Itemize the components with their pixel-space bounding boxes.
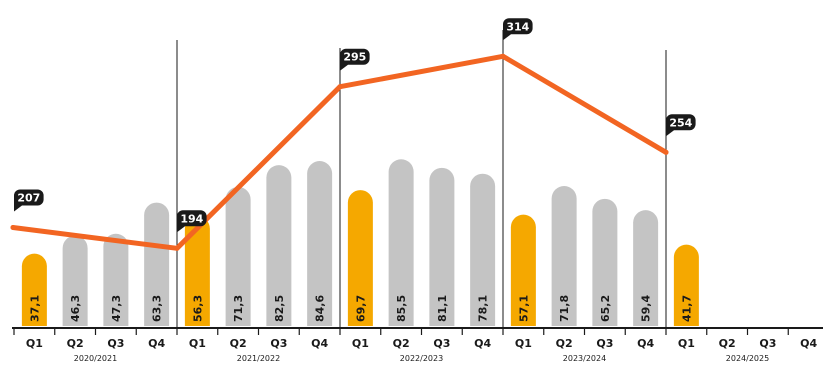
- fiscal-year-label: 2020/2021: [74, 354, 117, 363]
- bar-value-label: 69,7: [354, 295, 367, 322]
- bar-9: [347, 190, 373, 326]
- bar-value-label: 81,1: [436, 295, 449, 322]
- fiscal-year-label: 2023/2024: [563, 354, 606, 363]
- quarter-label: Q2: [393, 337, 410, 350]
- bar-15: [592, 198, 618, 326]
- bar-17: [673, 244, 699, 326]
- bar-4: [144, 202, 170, 326]
- bar-value-label: 63,3: [151, 295, 164, 322]
- bar-11: [429, 167, 455, 326]
- line-value-tag: 314: [503, 18, 533, 41]
- quarter-label: Q3: [759, 337, 776, 350]
- quarter-label: Q4: [800, 337, 817, 350]
- quarter-label: Q1: [678, 337, 695, 350]
- bar-value-label: 71,3: [232, 295, 245, 322]
- quarter-label: Q4: [311, 337, 328, 350]
- bar-12: [470, 173, 496, 326]
- bar-value-label: 59,4: [640, 295, 653, 322]
- bar-2: [62, 235, 88, 326]
- bar-value-label: 65,2: [599, 295, 612, 322]
- line-value-tag: 254: [666, 114, 696, 137]
- fiscal-year-label: 2024/2025: [726, 354, 769, 363]
- line-value-tag: 295: [340, 48, 370, 71]
- quarter-label: Q1: [26, 337, 43, 350]
- quarter-label: Q2: [230, 337, 247, 350]
- bar-value-label: 56,3: [191, 295, 204, 322]
- quarter-label: Q4: [474, 337, 491, 350]
- quarter-label: Q4: [148, 337, 165, 350]
- quarter-label: Q1: [189, 337, 206, 350]
- line-value-label: 314: [506, 20, 529, 33]
- bar-value-label: 78,1: [477, 295, 490, 322]
- bar-value-label: 84,6: [314, 295, 327, 322]
- line-point: [337, 84, 343, 90]
- line-value-label: 194: [180, 212, 203, 225]
- quarter-label: Q3: [433, 337, 450, 350]
- quarter-label: Q1: [515, 337, 532, 350]
- bar-13: [510, 214, 536, 326]
- bar-value-label: 47,3: [110, 295, 123, 322]
- quarter-label: Q4: [637, 337, 654, 350]
- line-point: [10, 225, 16, 230]
- line-value-label: 295: [343, 51, 366, 64]
- bar-value-label: 41,7: [680, 295, 693, 322]
- quarter-label: Q3: [270, 337, 287, 350]
- bar-3: [103, 233, 129, 326]
- bar-10: [388, 159, 414, 326]
- bar-value-label: 71,8: [558, 295, 571, 322]
- bar-value-label: 85,5: [395, 295, 408, 322]
- bar-5: [184, 216, 210, 326]
- line-value-tag: 207: [14, 189, 44, 212]
- line-point: [500, 53, 506, 59]
- quarter-label: Q2: [719, 337, 736, 350]
- bar-6: [225, 186, 251, 326]
- bar-8: [307, 161, 333, 326]
- bar-value-label: 37,1: [28, 295, 41, 322]
- bar-1: [21, 253, 47, 326]
- quarter-label: Q1: [352, 337, 369, 350]
- bar-value-label: 82,5: [273, 295, 286, 322]
- bar-value-label: 57,1: [517, 295, 530, 322]
- bar-16: [633, 210, 659, 326]
- quarter-label: Q3: [596, 337, 613, 350]
- fiscal-year-label: 2021/2022: [237, 354, 280, 363]
- line-point: [174, 245, 180, 251]
- fiscal-year-label: 2022/2023: [400, 354, 443, 363]
- quarter-label: Q2: [556, 337, 573, 350]
- line-point: [663, 149, 669, 155]
- line-value-label: 254: [669, 116, 692, 129]
- bar-14: [551, 185, 577, 326]
- bar-value-label: 46,3: [69, 295, 82, 322]
- quarter-label: Q2: [67, 337, 84, 350]
- quarter-label: Q3: [107, 337, 124, 350]
- line-value-tag: 194: [177, 210, 207, 233]
- line-value-label: 207: [17, 192, 40, 205]
- bar-7: [266, 165, 292, 326]
